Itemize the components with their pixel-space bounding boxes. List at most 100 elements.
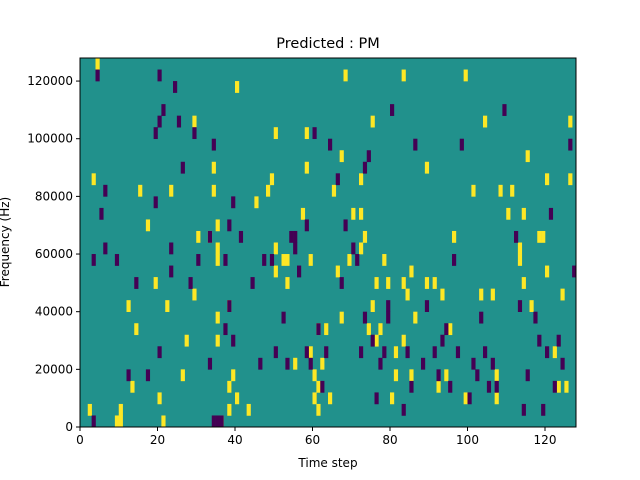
heatmap-cell-high: [215, 334, 220, 347]
heatmap-cell-high: [463, 69, 468, 82]
heatmap-cell-high: [560, 288, 565, 301]
heatmap-cell-high: [393, 346, 399, 359]
heatmap-cell-high: [498, 184, 503, 197]
heatmap-cell-low: [537, 334, 542, 347]
heatmap-cell-low: [548, 207, 554, 220]
heatmap-cell-high: [347, 254, 352, 266]
y-tick-label: 80000: [35, 189, 73, 203]
heatmap-cell-low: [285, 357, 290, 370]
heatmap-cell-high: [215, 242, 220, 255]
heatmap-cell-high: [312, 369, 317, 382]
heatmap-cell-high: [145, 219, 151, 232]
heatmap-cell-high: [211, 184, 216, 197]
heatmap-cell-high: [285, 277, 290, 289]
heatmap-cell-high: [273, 127, 278, 140]
heatmap-cell-low: [572, 265, 577, 278]
heatmap-cell-high: [293, 357, 298, 370]
heatmap-cell-high: [479, 288, 484, 301]
heatmap-cell-high: [118, 403, 123, 416]
heatmap-cell-high: [266, 184, 271, 197]
heatmap-cell-low: [343, 219, 348, 232]
heatmap-cell-low: [386, 300, 391, 312]
heatmap-cell-low: [440, 334, 445, 347]
heatmap-cell-low: [169, 242, 174, 255]
heatmap-cell-low: [424, 300, 430, 312]
heatmap-cell-high: [545, 173, 550, 186]
heatmap-cell-high: [409, 265, 414, 278]
heatmap-cell-low: [157, 115, 162, 128]
heatmap-cell-high: [506, 207, 511, 220]
heatmap-cell-high: [351, 207, 356, 220]
heatmap-cell-low: [145, 369, 151, 382]
heatmap-cell-low: [258, 357, 263, 370]
heatmap-cell-low: [114, 254, 120, 266]
y-axis: 0 20000 40000 60000 80000 100000 120000: [27, 74, 80, 434]
heatmap-cell-low: [176, 115, 182, 128]
heatmap-cell-low: [207, 357, 213, 370]
heatmap-cell-high: [556, 380, 561, 393]
heatmap-cell-low: [91, 415, 96, 428]
heatmap-cell-low: [211, 415, 216, 428]
heatmap-cell-low: [475, 369, 480, 382]
x-tick-label: 120: [534, 433, 557, 447]
heatmap-cell-low: [545, 346, 550, 359]
heatmap-cell-low: [304, 346, 309, 359]
heatmap-cell-low: [568, 138, 573, 151]
heatmap-cell-high: [134, 323, 139, 336]
heatmap-cell-high: [215, 311, 220, 324]
heatmap-cell-high: [537, 230, 542, 243]
heatmap-cell-high: [401, 334, 406, 347]
heatmap-cell-high: [308, 254, 313, 266]
heatmap-cell-low: [471, 357, 476, 370]
heatmap-cell-low: [91, 254, 96, 266]
heatmap-cell-high: [165, 300, 170, 312]
heatmap-cell-high: [452, 230, 457, 243]
heatmap-cell-high: [161, 415, 166, 428]
heatmap-cell-high: [331, 184, 337, 197]
heatmap-cell-high: [324, 323, 329, 336]
heatmap-cell-low: [215, 415, 220, 428]
heatmap-cell-low: [103, 242, 108, 255]
heatmap-cell-high: [490, 288, 495, 301]
heatmap-cell-low: [436, 369, 441, 382]
plot-frame: [79, 57, 577, 428]
x-tick-label: 0: [76, 433, 84, 447]
heatmap-cell-low: [153, 127, 158, 140]
heatmap-cell-low: [269, 254, 275, 266]
heatmap-cell-high: [568, 173, 573, 186]
heatmap-cell-low: [486, 380, 492, 393]
heatmap-cell-low: [293, 230, 298, 243]
heatmap-cell-low: [99, 207, 104, 220]
plot-background: [80, 58, 576, 427]
heatmap-cell-high: [95, 58, 100, 70]
y-tick-label: 0: [65, 420, 73, 434]
heatmap-cell-low: [378, 357, 383, 370]
heatmap-cell-high: [401, 69, 406, 82]
heatmap-cell-low: [479, 311, 484, 324]
heatmap-cell-low: [359, 346, 364, 359]
heatmap-cell-high: [374, 334, 379, 347]
heatmap-cell-high: [211, 161, 216, 174]
heatmap-cell-low: [502, 104, 507, 116]
heatmap-cell-high: [483, 115, 488, 128]
heatmap-cell-low: [227, 300, 232, 312]
heatmap-cell-high: [184, 334, 189, 347]
heatmap-cell-high: [436, 380, 441, 393]
heatmap-cell-high: [335, 265, 340, 278]
heatmap-cell-high: [374, 277, 379, 289]
heatmap-cell-high: [328, 392, 333, 405]
y-axis-label: Frequency (Hz): [0, 197, 12, 288]
heatmap-cell-high: [359, 207, 364, 220]
heatmap-cell-high: [362, 230, 368, 243]
heatmap-cell-low: [366, 150, 371, 163]
heatmap-cell-low: [409, 380, 414, 393]
heatmap-cell-low: [405, 346, 410, 359]
heatmap-cell-high: [564, 380, 569, 393]
heatmap-cell-high: [114, 415, 120, 428]
heatmap-cell-low: [556, 334, 561, 347]
heatmap-cell-low: [173, 81, 178, 93]
heatmap-cell-low: [180, 161, 185, 174]
heatmap-cell-high: [227, 380, 232, 393]
heatmap-cell-high: [316, 380, 321, 393]
heatmap-cell-low: [231, 196, 236, 209]
